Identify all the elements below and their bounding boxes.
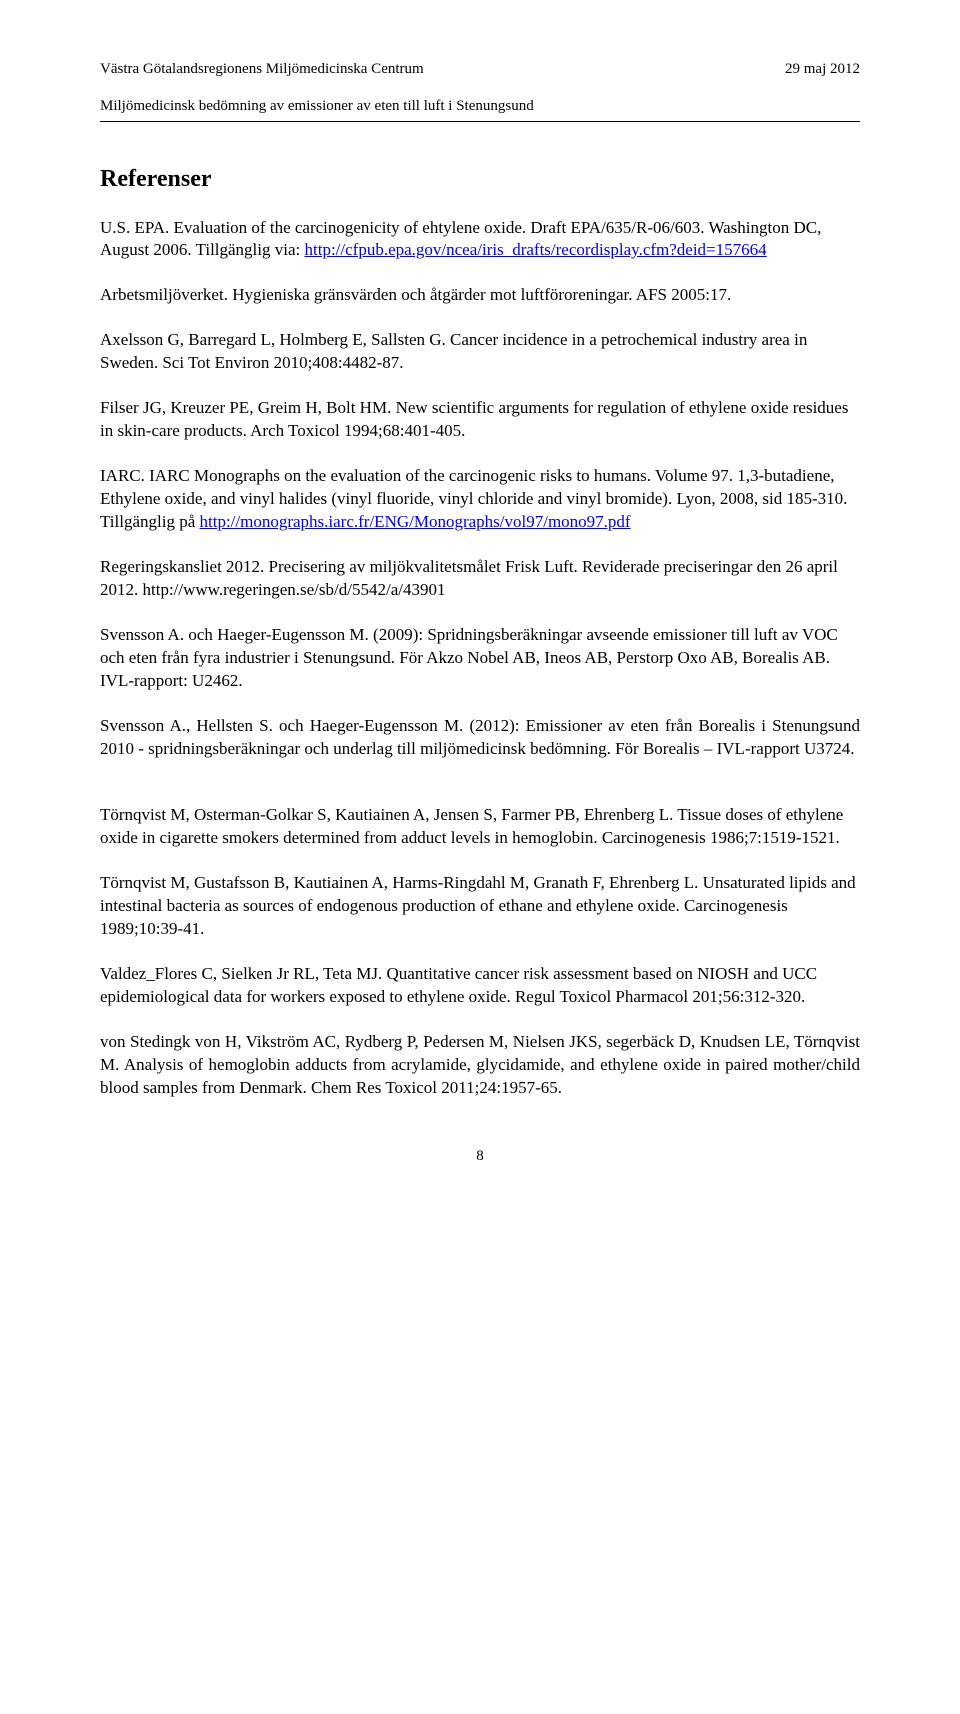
reference-text: Törnqvist M, Gustafsson B, Kautiainen A,… bbox=[100, 873, 856, 938]
reference-item: U.S. EPA. Evaluation of the carcinogenic… bbox=[100, 217, 860, 263]
header-row: Västra Götalandsregionens Miljömedicinsk… bbox=[100, 60, 860, 80]
reference-link[interactable]: http://monographs.iarc.fr/ENG/Monographs… bbox=[200, 512, 631, 531]
reference-item: Törnqvist M, Gustafsson B, Kautiainen A,… bbox=[100, 872, 860, 941]
reference-item: Valdez_Flores C, Sielken Jr RL, Teta MJ.… bbox=[100, 963, 860, 1009]
reference-text: Regeringskansliet 2012. Precisering av m… bbox=[100, 557, 838, 599]
header-left: Västra Götalandsregionens Miljömedicinsk… bbox=[100, 60, 424, 80]
reference-text: Axelsson G, Barregard L, Holmberg E, Sal… bbox=[100, 330, 807, 372]
reference-item: Svensson A., Hellsten S. och Haeger-Euge… bbox=[100, 715, 860, 761]
section-title: Referenser bbox=[100, 166, 860, 193]
reference-text: Arbetsmiljöverket. Hygieniska gränsvärde… bbox=[100, 285, 731, 304]
references-list: U.S. EPA. Evaluation of the carcinogenic… bbox=[100, 217, 860, 1100]
reference-text: Törnqvist M, Osterman-Golkar S, Kautiain… bbox=[100, 805, 843, 847]
reference-link[interactable]: http://cfpub.epa.gov/ncea/iris_drafts/re… bbox=[305, 240, 767, 259]
reference-item: Filser JG, Kreuzer PE, Greim H, Bolt HM.… bbox=[100, 397, 860, 443]
reference-item: Axelsson G, Barregard L, Holmberg E, Sal… bbox=[100, 329, 860, 375]
reference-text: Filser JG, Kreuzer PE, Greim H, Bolt HM.… bbox=[100, 398, 848, 440]
page-number: 8 bbox=[100, 1148, 860, 1165]
reference-item: Arbetsmiljöverket. Hygieniska gränsvärde… bbox=[100, 284, 860, 307]
reference-text: von Stedingk von H, Vikström AC, Rydberg… bbox=[100, 1032, 860, 1097]
reference-item: Svensson A. och Haeger-Eugensson M. (200… bbox=[100, 624, 860, 693]
header-right: 29 maj 2012 bbox=[785, 60, 860, 80]
reference-item: von Stedingk von H, Vikström AC, Rydberg… bbox=[100, 1031, 860, 1100]
reference-text: Svensson A. och Haeger-Eugensson M. (200… bbox=[100, 625, 838, 690]
header-subtitle: Miljömedicinsk bedömning av emissioner a… bbox=[100, 98, 860, 122]
reference-item: Regeringskansliet 2012. Precisering av m… bbox=[100, 556, 860, 602]
reference-text: Svensson A., Hellsten S. och Haeger-Euge… bbox=[100, 716, 860, 758]
page-container: Västra Götalandsregionens Miljömedicinsk… bbox=[0, 0, 960, 1225]
reference-item: Törnqvist M, Osterman-Golkar S, Kautiain… bbox=[100, 804, 860, 850]
reference-text: Valdez_Flores C, Sielken Jr RL, Teta MJ.… bbox=[100, 964, 817, 1006]
reference-item: IARC. IARC Monographs on the evaluation … bbox=[100, 465, 860, 534]
